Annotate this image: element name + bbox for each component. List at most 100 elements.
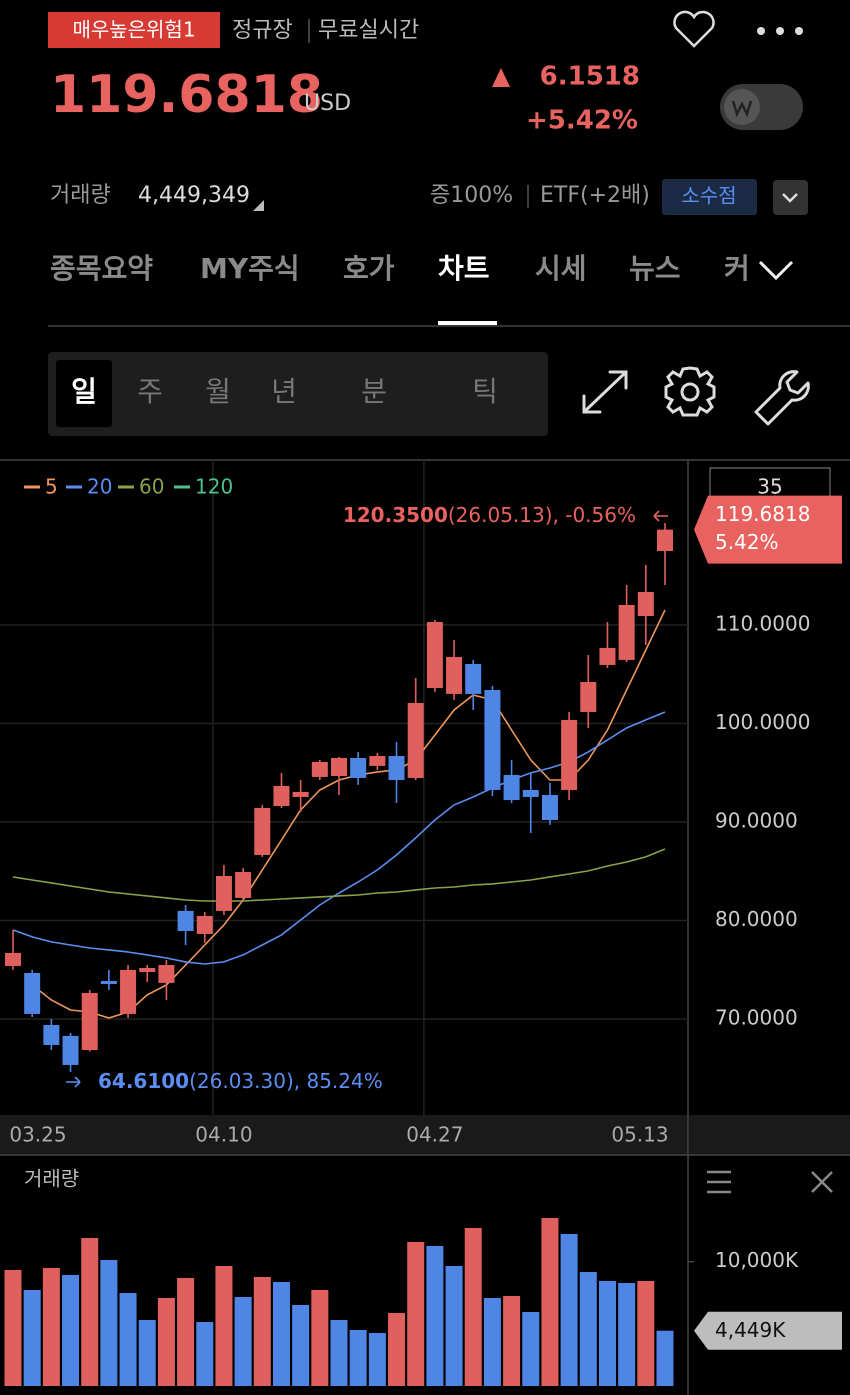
volume-bar <box>503 1295 521 1386</box>
candle-body <box>100 980 117 984</box>
y-tick-label: 110.0000 <box>715 611 810 635</box>
tab-indicator <box>438 321 497 327</box>
period-button[interactable]: 일 <box>71 375 97 408</box>
candle-body <box>62 1035 79 1065</box>
volume-bar <box>100 1259 118 1386</box>
tab[interactable]: 시세 <box>535 252 587 285</box>
x-tick-label: 05.13 <box>611 1123 668 1147</box>
more-button[interactable] <box>757 27 803 35</box>
margin-rate: 증100% <box>430 183 513 208</box>
fractional-button[interactable] <box>662 179 757 215</box>
volume-bar <box>215 1265 233 1386</box>
candle-body <box>561 719 578 790</box>
volume-bar <box>388 1312 406 1386</box>
low-arrow <box>66 1076 81 1088</box>
volume-current-label: 4,449K <box>715 1318 786 1342</box>
y-tick-label: 70.0000 <box>715 1005 798 1029</box>
dot <box>795 27 803 35</box>
period-button[interactable]: 년 <box>271 375 297 408</box>
high-value: 120.3500 <box>343 503 448 527</box>
volume-plot: 10,000K 4,449K <box>4 1217 842 1386</box>
volume-value: 4,449,349 <box>138 183 250 208</box>
y-tick-label: 10,000K <box>715 1248 799 1272</box>
low-annotation: 64.6100(26.03.30), 85.24% <box>98 1069 383 1093</box>
low-detail: (26.03.30), 85.24% <box>189 1069 383 1093</box>
expand-info-button[interactable] <box>773 180 808 215</box>
dot <box>757 27 765 35</box>
volume-bar <box>292 1304 310 1386</box>
current-change-label: 5.42% <box>715 530 779 554</box>
y-tick-label: 100.0000 <box>715 710 810 734</box>
tab[interactable]: 커 <box>724 252 750 285</box>
volume-bar <box>62 1274 80 1386</box>
candle-body <box>24 972 41 1014</box>
fractional-button-text: 소수점 <box>681 184 736 208</box>
volume-bar <box>368 1332 386 1386</box>
period-button[interactable]: 틱 <box>472 375 498 408</box>
currency: USD <box>304 91 351 116</box>
candle-body <box>465 663 482 694</box>
tab[interactable]: MY주식 <box>200 252 300 285</box>
candle-body <box>446 656 463 694</box>
gear-hole <box>680 382 700 402</box>
candle-body <box>407 702 424 778</box>
volume-bar <box>23 1289 41 1386</box>
tab[interactable]: 호가 <box>343 252 395 285</box>
volume-label: 거래량 <box>50 183 111 208</box>
favorite-button[interactable] <box>673 10 715 48</box>
market-status: 정규장 <box>232 18 293 43</box>
volume-bar <box>483 1297 501 1386</box>
price-plot: 70.0000 80.0000 90.0000 100.0000 110.0000 5 20… <box>0 460 842 1115</box>
volume-bar <box>464 1227 482 1386</box>
tab[interactable]: 뉴스 <box>629 252 681 285</box>
visible-count: 35 <box>757 475 782 499</box>
candle-body <box>139 967 156 972</box>
high-detail: (26.05.13), -0.56% <box>448 503 636 527</box>
period-button[interactable]: 월 <box>205 375 231 408</box>
fullscreen-button[interactable] <box>582 370 628 414</box>
volume-bar <box>42 1267 60 1386</box>
volume-bar <box>522 1311 540 1386</box>
volume-menu-button[interactable] <box>707 1170 731 1194</box>
period-button[interactable]: 분 <box>361 375 387 408</box>
candle-body <box>350 757 367 778</box>
volume-bar <box>81 1237 99 1386</box>
volume-bar <box>560 1233 578 1386</box>
candle-body <box>369 755 386 766</box>
candle-body <box>254 807 271 855</box>
candle-body <box>235 872 252 898</box>
volume-title: 거래량 <box>24 1167 79 1191</box>
candle-body <box>541 794 558 821</box>
candle-body <box>484 689 501 790</box>
y-tick-label: 80.0000 <box>715 907 798 931</box>
candle-body <box>618 604 635 660</box>
y-tick-label: 90.0000 <box>715 808 798 832</box>
moving-average-line <box>31 609 666 1019</box>
axis-corner <box>689 1115 850 1155</box>
candle-body <box>120 969 137 1014</box>
gear-icon <box>664 366 716 417</box>
settings-button[interactable] <box>664 366 716 417</box>
x-tick-label: 04.10 <box>195 1123 252 1147</box>
tools-button[interactable] <box>754 370 810 426</box>
candle-body <box>426 622 443 689</box>
period-selector <box>48 352 548 436</box>
price-change: 6.1518 <box>540 62 640 92</box>
tab[interactable]: 종목요약 <box>50 252 153 285</box>
volume-bar <box>426 1245 444 1386</box>
period-button[interactable]: 주 <box>137 375 163 408</box>
price-change-pct: +5.42% <box>526 106 638 136</box>
volume-bar <box>541 1217 559 1386</box>
volume-bar <box>177 1277 195 1386</box>
volume-bar <box>196 1321 214 1386</box>
legend-label: 60 <box>139 475 164 499</box>
legend-label: 5 <box>45 475 58 499</box>
volume-close-button[interactable] <box>811 1171 833 1193</box>
tab[interactable]: 차트 <box>438 252 490 285</box>
low-value: 64.6100 <box>98 1069 189 1093</box>
tabs-more[interactable] <box>758 260 794 281</box>
high-arrow <box>653 510 668 522</box>
moving-average-line <box>12 848 666 902</box>
legend-label: 20 <box>87 475 112 499</box>
